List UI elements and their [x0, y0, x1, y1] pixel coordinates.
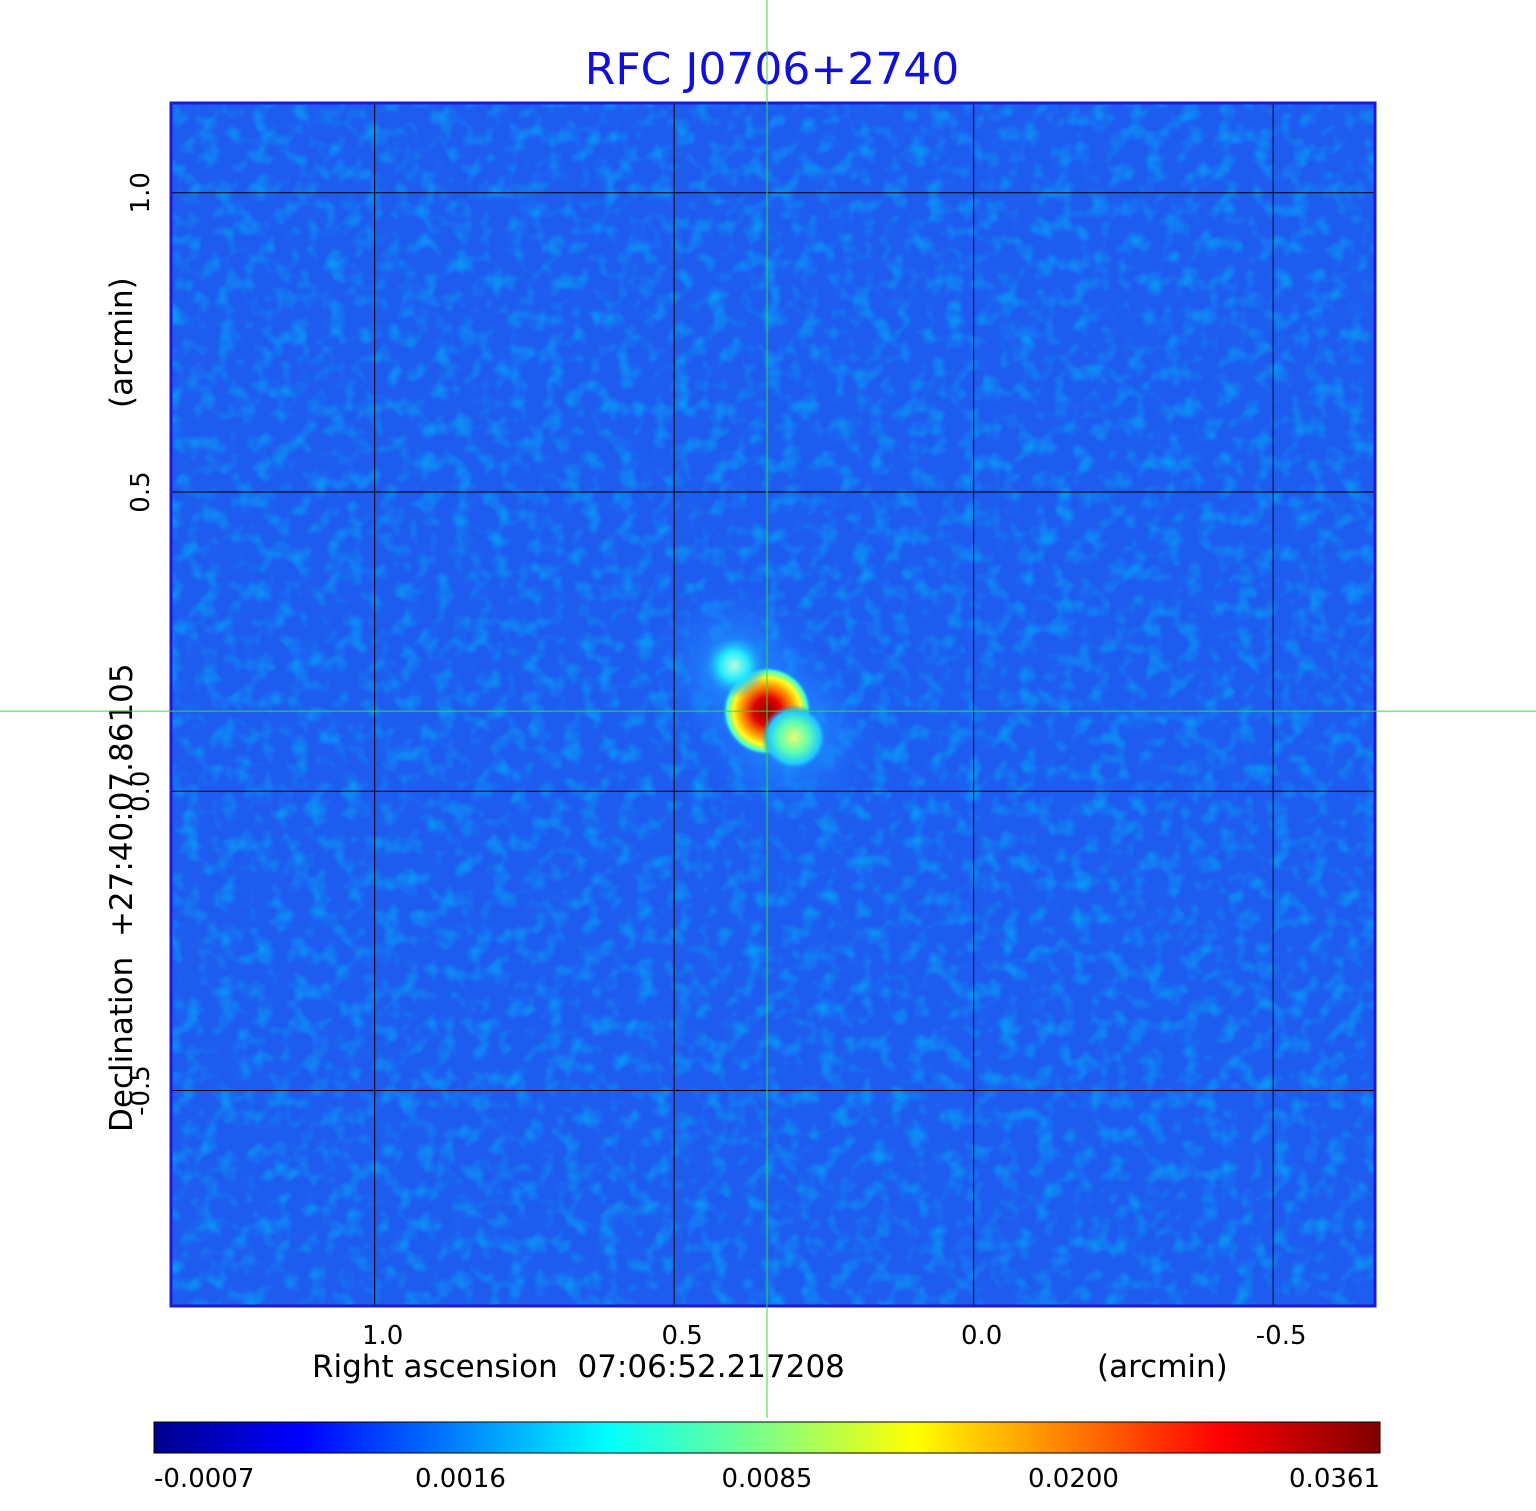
- x-axis-label: Right ascension 07:06:52.217208: [312, 1349, 845, 1385]
- x-tick-label: 0.0: [961, 1321, 1002, 1351]
- colorbar-tick-label: 0.0200: [1028, 1464, 1119, 1494]
- x-tick-label: 1.0: [362, 1321, 403, 1351]
- x-axis-unit: (arcmin): [1097, 1349, 1228, 1385]
- y-tick-label: 1.0: [126, 172, 156, 213]
- colorbar-tick-label: 0.0016: [415, 1464, 506, 1494]
- colorbar: [153, 1421, 1381, 1454]
- y-tick-label: -0.5: [126, 1065, 156, 1116]
- x-axis-ticks: 1.0 0.5 0.0 -0.5: [362, 1321, 1307, 1351]
- crosshair: [0, 0, 1536, 1418]
- x-tick-label: 0.5: [661, 1321, 702, 1351]
- y-axis-unit: (arcmin): [104, 277, 140, 408]
- x-tick-label: -0.5: [1256, 1321, 1307, 1351]
- coordinate-grid: [171, 103, 1375, 1306]
- colorbar-tick-label: -0.0007: [154, 1464, 254, 1494]
- chart-title: RFC J0706+2740: [585, 44, 959, 95]
- colorbar-tick-label: 0.0085: [722, 1464, 813, 1494]
- colorbar-ticks: -0.0007 0.0016 0.0085 0.0200 0.0361: [154, 1464, 1380, 1494]
- y-tick-label: 0.5: [126, 471, 156, 512]
- y-tick-label: 0.0: [126, 771, 156, 812]
- y-axis-label: Declination +27:40:07.86105: [104, 663, 140, 1132]
- source-southwest-component: [761, 704, 827, 771]
- source-northeast-component: [701, 632, 768, 699]
- colorbar-tick-label: 0.0361: [1289, 1464, 1380, 1494]
- image-plot-area: [171, 103, 1375, 1306]
- y-axis-ticks: 1.0 0.5 0.0 -0.5: [126, 172, 156, 1116]
- plot-frame: [169, 101, 1377, 1308]
